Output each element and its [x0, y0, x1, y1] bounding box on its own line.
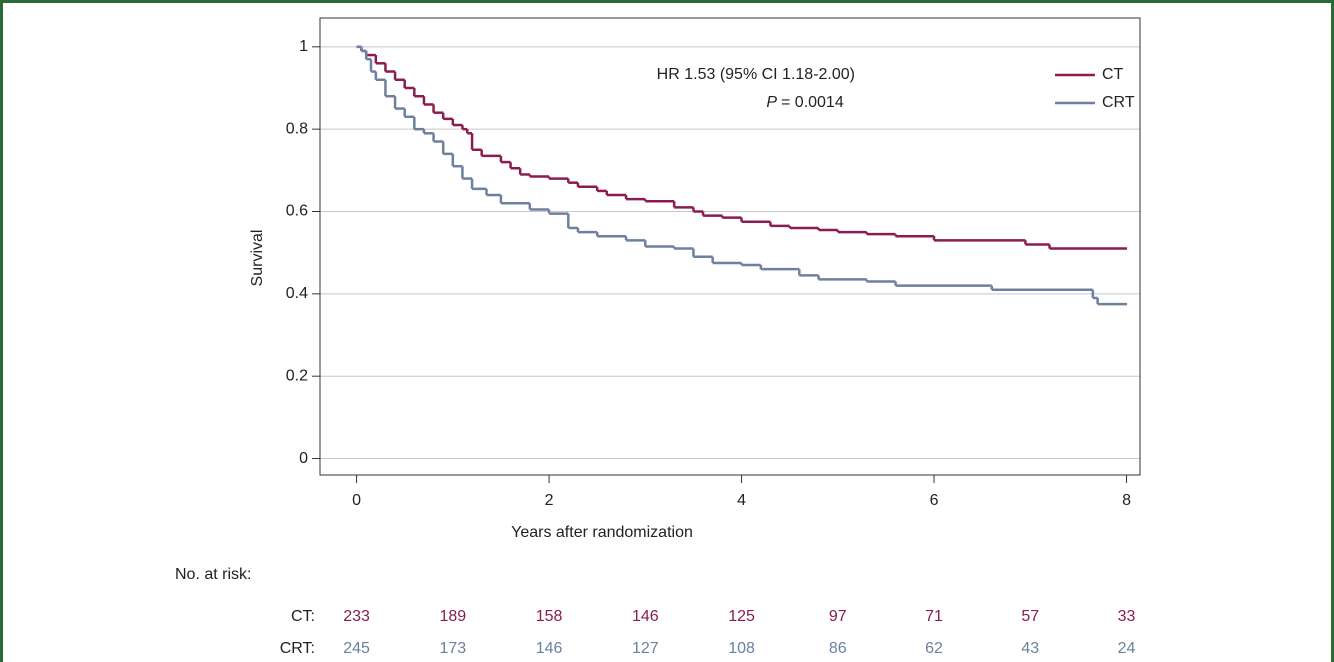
at-risk-count: 189: [439, 608, 466, 625]
plot-frame: [319, 17, 1141, 476]
x-axis-title: Years after randomization: [511, 524, 693, 541]
legend-label: CT: [1102, 66, 1124, 83]
at-risk-count: 97: [829, 608, 847, 625]
y-tick-label: 0.6: [286, 203, 308, 220]
at-risk-count: 146: [536, 640, 563, 657]
at-risk-count: 173: [439, 640, 466, 657]
at-risk-count: 33: [1118, 608, 1136, 625]
x-tick-label: 2: [545, 492, 554, 509]
at-risk-count: 127: [632, 640, 659, 657]
at-risk-count: 43: [1021, 640, 1039, 657]
at-risk-count: 24: [1118, 640, 1136, 657]
at-risk-count: 108: [728, 640, 755, 657]
at-risk-count: 233: [343, 608, 370, 625]
at-risk-row-label: CT:: [291, 608, 315, 625]
chart: Years after randomization Survival HR 1.…: [175, 17, 1141, 657]
at-risk-count: 245: [343, 640, 370, 657]
y-axis-title: Survival: [249, 230, 266, 287]
legend-label: CRT: [1102, 94, 1135, 111]
y-tick-label: 0.2: [286, 367, 308, 384]
at-risk-count: 57: [1021, 608, 1039, 625]
at-risk-count: 158: [536, 608, 563, 625]
y-tick-label: 0.4: [286, 285, 308, 302]
y-tick-label: 0.8: [286, 120, 308, 137]
at-risk-count: 71: [925, 608, 943, 625]
x-tick-label: 4: [737, 492, 746, 509]
at-risk-row-label: CRT:: [280, 640, 315, 657]
annotation: = 0.0014: [781, 94, 844, 111]
annotation: HR 1.53 (95% CI 1.18-2.00): [657, 66, 855, 83]
y-tick-label: 1: [299, 38, 308, 55]
x-tick-label: 8: [1122, 492, 1131, 509]
x-tick-label: 0: [352, 492, 361, 509]
x-tick-label: 6: [930, 492, 939, 509]
at-risk-title: No. at risk:: [175, 566, 251, 583]
at-risk-count: 146: [632, 608, 659, 625]
at-risk-count: 62: [925, 640, 943, 657]
at-risk-count: 125: [728, 608, 755, 625]
y-tick-label: 0: [299, 450, 308, 467]
at-risk-count: 86: [829, 640, 847, 657]
annotation: P: [766, 94, 777, 111]
